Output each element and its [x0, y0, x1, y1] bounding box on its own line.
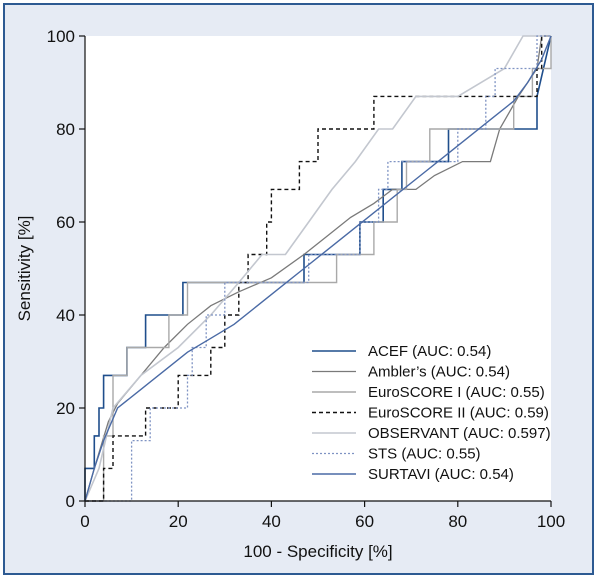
series-line-acef: [84, 35, 552, 501]
legend-label: EuroSCORE II (AUC: 0.59): [368, 405, 549, 422]
series-line-euroscore-i: [85, 36, 552, 502]
x-tick-label: 20: [169, 512, 188, 531]
series-line-euroscore-ii: [85, 35, 551, 502]
legend-label: OBSERVANT (AUC: 0.597): [368, 425, 551, 442]
y-tick-label: 60: [56, 213, 75, 232]
legend: ACEF (AUC: 0.54) Ambler’s (AUC: 0.54) Euro…: [312, 343, 551, 483]
y-tick-label: 80: [56, 120, 75, 139]
series-line-sts: [85, 35, 551, 502]
x-axis-label: 100 - Specificity [%]: [243, 542, 392, 561]
legend-label: ACEF (AUC: 0.54): [368, 343, 491, 360]
y-tick-label: 40: [56, 306, 75, 325]
y-tick-label: 20: [56, 399, 75, 418]
y-tick-label: 100: [47, 27, 75, 46]
series-line-observant: [84, 35, 551, 502]
series-layer: [84, 35, 552, 502]
legend-label: EuroSCORE I (AUC: 0.55): [368, 384, 545, 401]
x-tick-label: 100: [537, 512, 565, 531]
y-tick-label: 0: [66, 492, 75, 511]
legend-label: STS (AUC: 0.55): [368, 446, 481, 463]
x-tick-label: 0: [80, 512, 89, 531]
legend-label: SURTAVI (AUC: 0.54): [368, 466, 514, 483]
plot-background: [85, 36, 551, 501]
legend-label: Ambler’s (AUC: 0.54): [368, 364, 510, 381]
x-tick-label: 60: [355, 512, 374, 531]
y-axis-label: Sensitivity [%]: [15, 216, 34, 322]
x-tick-label: 40: [262, 512, 281, 531]
series-line-surtavi: [84, 35, 552, 502]
x-tick-label: 80: [448, 512, 467, 531]
axes-layer: [84, 36, 551, 502]
ticks-layer: 0 20 40 60 80 100 0 20 40 60 80 100: [47, 27, 566, 531]
plot-area: [85, 36, 551, 501]
